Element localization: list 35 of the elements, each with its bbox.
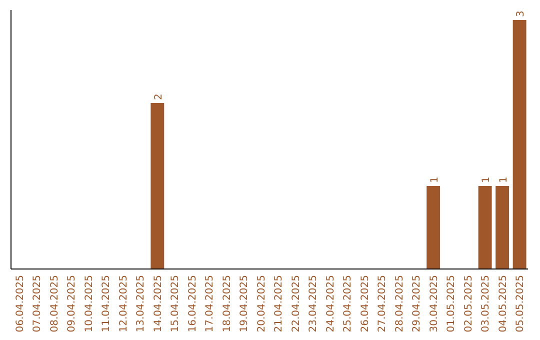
x-tick-label: 14.04.2025 <box>152 275 164 332</box>
x-tick-label: 09.04.2025 <box>66 275 78 332</box>
x-tick-label: 29.04.2025 <box>412 275 423 332</box>
x-tick-label: 01.05.2025 <box>446 275 458 332</box>
x-tick-label: 05.05.2025 <box>515 275 526 332</box>
x-tick-label: 28.04.2025 <box>394 275 406 332</box>
data-label: 1 <box>498 176 510 183</box>
x-tick-label: 12.04.2025 <box>118 275 130 332</box>
x-tick-label: 02.05.2025 <box>463 275 474 332</box>
x-tick-label: 23.04.2025 <box>308 275 320 332</box>
x-tick-label: 06.04.2025 <box>14 275 26 332</box>
x-tick-label: 24.04.2025 <box>325 275 336 332</box>
data-label: 1 <box>481 176 492 183</box>
x-tick-label: 16.04.2025 <box>187 275 198 332</box>
x-tick-label: 21.04.2025 <box>274 275 285 332</box>
x-tick-label: 13.04.2025 <box>136 275 147 332</box>
x-tick-label: 17.04.2025 <box>204 275 216 332</box>
data-label: 2 <box>153 94 164 100</box>
x-tick-label: 11.04.2025 <box>101 275 112 332</box>
x-tick-label: 27.04.2025 <box>377 275 388 332</box>
x-tick-label: 25.04.2025 <box>342 275 354 332</box>
x-tick-label: 03.05.2025 <box>480 275 492 332</box>
x-tick-label: 20.04.2025 <box>256 275 268 332</box>
x-tick-label: 19.04.2025 <box>239 275 250 332</box>
x-tick-label: 10.04.2025 <box>84 275 95 332</box>
x-tick-label: 15.04.2025 <box>170 275 182 332</box>
x-tick-label: 08.04.2025 <box>49 275 60 332</box>
x-tick-label: 04.05.2025 <box>498 275 509 332</box>
x-tick-label: 26.04.2025 <box>360 275 371 332</box>
x-tick-label: 18.04.2025 <box>222 275 233 332</box>
data-label: 1 <box>429 176 440 183</box>
x-tick-label: 22.04.2025 <box>290 275 302 332</box>
x-tick-label: 30.04.2025 <box>428 275 440 332</box>
x-tick-label: 07.04.2025 <box>32 275 44 332</box>
data-label: 3 <box>516 10 527 17</box>
